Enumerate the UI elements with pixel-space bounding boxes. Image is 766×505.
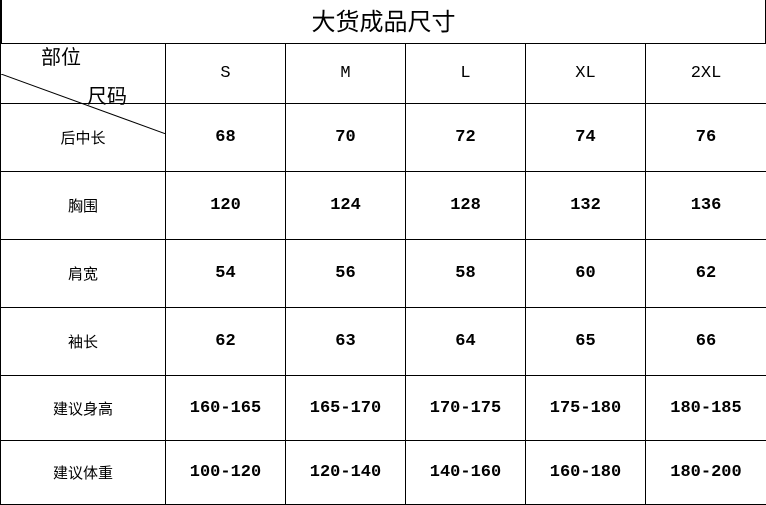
value-cell: 100-120 (166, 441, 286, 505)
size-header: XL (526, 44, 646, 104)
value-cell: 63 (286, 308, 406, 376)
row-label: 胸围 (1, 172, 166, 240)
value-cell: 60 (526, 240, 646, 308)
corner-size-label: 尺码 (87, 80, 127, 109)
value-cell: 124 (286, 172, 406, 240)
value-cell: 70 (286, 104, 406, 172)
value-cell: 120 (166, 172, 286, 240)
row-label: 袖长 (1, 308, 166, 376)
value-cell: 175-180 (526, 376, 646, 441)
value-cell: 136 (646, 172, 766, 240)
value-cell: 66 (646, 308, 766, 376)
value-cell: 120-140 (286, 441, 406, 505)
header-row: 尺码 部位 S M L XL 2XL (1, 44, 766, 104)
value-cell: 54 (166, 240, 286, 308)
value-cell: 165-170 (286, 376, 406, 441)
size-header: M (286, 44, 406, 104)
value-cell: 62 (646, 240, 766, 308)
value-cell: 180-200 (646, 441, 766, 505)
value-cell: 68 (166, 104, 286, 172)
size-header: 2XL (646, 44, 766, 104)
size-header: L (406, 44, 526, 104)
corner-cell: 尺码 部位 (1, 44, 166, 104)
value-cell: 74 (526, 104, 646, 172)
value-cell: 128 (406, 172, 526, 240)
value-cell: 58 (406, 240, 526, 308)
row-label: 建议体重 (1, 441, 166, 505)
value-cell: 65 (526, 308, 646, 376)
value-cell: 56 (286, 240, 406, 308)
value-cell: 72 (406, 104, 526, 172)
page-title: 大货成品尺寸 (0, 0, 766, 43)
value-cell: 180-185 (646, 376, 766, 441)
row-label: 建议身高 (1, 376, 166, 441)
size-header: S (166, 44, 286, 104)
value-cell: 64 (406, 308, 526, 376)
corner-part-label: 部位 (41, 41, 81, 70)
value-cell: 160-180 (526, 441, 646, 505)
value-cell: 170-175 (406, 376, 526, 441)
value-cell: 160-165 (166, 376, 286, 441)
row-label: 肩宽 (1, 240, 166, 308)
value-cell: 76 (646, 104, 766, 172)
diagonal-line (1, 74, 166, 134)
value-cell: 140-160 (406, 441, 526, 505)
value-cell: 62 (166, 308, 286, 376)
value-cell: 132 (526, 172, 646, 240)
